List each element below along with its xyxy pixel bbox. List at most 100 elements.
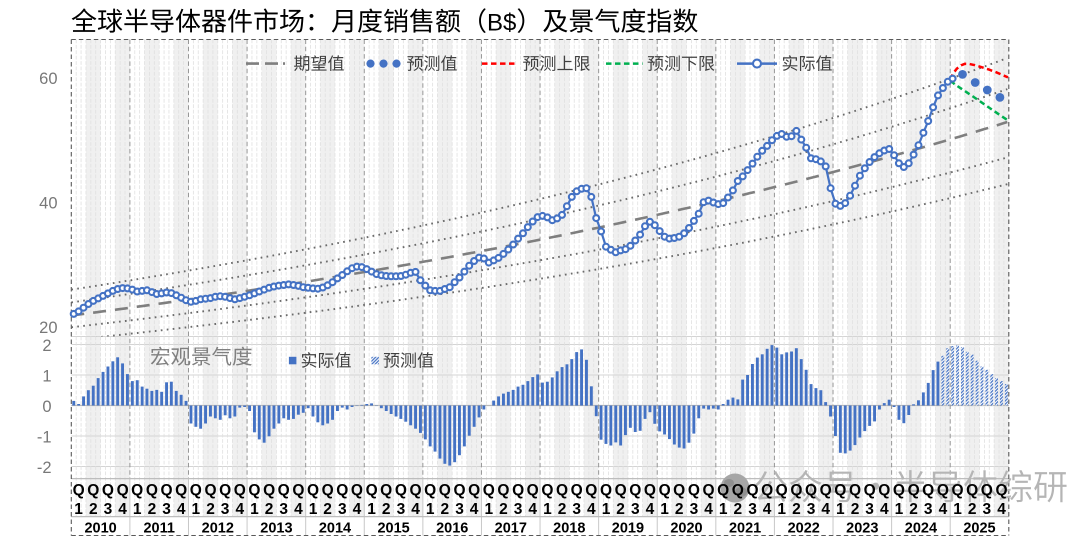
svg-text:Q: Q: [366, 482, 378, 499]
svg-text:Q: Q: [659, 482, 671, 499]
svg-text:Q: Q: [409, 482, 421, 499]
svg-text:2: 2: [851, 501, 860, 518]
svg-text:2: 2: [148, 501, 157, 518]
svg-text:Q: Q: [541, 482, 553, 499]
svg-text:Q: Q: [761, 482, 773, 499]
svg-text:Q: Q: [908, 482, 920, 499]
svg-text:1: 1: [309, 501, 318, 518]
svg-text:20: 20: [39, 319, 57, 337]
svg-text:Q: Q: [483, 482, 495, 499]
svg-text:2014: 2014: [319, 521, 351, 537]
svg-text:1: 1: [367, 501, 376, 518]
svg-text:3: 3: [631, 501, 640, 518]
svg-text:3: 3: [397, 501, 406, 518]
svg-text:Q: Q: [322, 482, 334, 499]
svg-text:1: 1: [42, 368, 51, 386]
svg-text:3: 3: [455, 501, 464, 518]
svg-text:Q: Q: [439, 482, 451, 499]
svg-text:4: 4: [294, 501, 303, 518]
svg-text:Q: Q: [702, 482, 714, 499]
svg-text:Q: Q: [380, 482, 392, 499]
svg-text:Q: Q: [556, 482, 568, 499]
svg-text:3: 3: [982, 501, 991, 518]
svg-text:Q: Q: [776, 482, 788, 499]
svg-text:Q: Q: [981, 482, 993, 499]
svg-text:Q: Q: [878, 482, 890, 499]
svg-text:60: 60: [39, 70, 57, 88]
svg-text:1: 1: [836, 501, 845, 518]
svg-text:4: 4: [997, 501, 1006, 518]
svg-text:Q: Q: [351, 482, 363, 499]
svg-text:2: 2: [616, 501, 625, 518]
svg-text:Q: Q: [292, 482, 304, 499]
svg-text:Q: Q: [131, 482, 143, 499]
svg-text:Q: Q: [922, 482, 934, 499]
svg-text:2019: 2019: [612, 521, 644, 537]
svg-text:Q: Q: [336, 482, 348, 499]
svg-text:Q: Q: [600, 482, 612, 499]
svg-text:1: 1: [426, 501, 435, 518]
svg-text:3: 3: [279, 501, 288, 518]
svg-text:Q: Q: [937, 482, 949, 499]
svg-text:2: 2: [265, 501, 274, 518]
svg-text:2020: 2020: [670, 521, 702, 537]
svg-text:2022: 2022: [788, 521, 820, 537]
svg-text:-2: -2: [37, 459, 52, 477]
svg-text:2013: 2013: [260, 521, 292, 537]
svg-text:Q: Q: [585, 482, 597, 499]
svg-text:Q: Q: [175, 482, 187, 499]
svg-text:3: 3: [572, 501, 581, 518]
svg-text:2016: 2016: [436, 521, 468, 537]
svg-text:3: 3: [865, 501, 874, 518]
svg-text:4: 4: [880, 501, 889, 518]
svg-text:2: 2: [792, 501, 801, 518]
svg-text:1: 1: [543, 501, 552, 518]
svg-text:2: 2: [968, 501, 977, 518]
svg-text:3: 3: [924, 501, 933, 518]
svg-text:2: 2: [323, 501, 332, 518]
svg-text:Q: Q: [73, 482, 85, 499]
svg-text:2010: 2010: [84, 521, 116, 537]
svg-text:1: 1: [602, 501, 611, 518]
svg-text:2012: 2012: [202, 521, 234, 537]
svg-text:Q: Q: [834, 482, 846, 499]
svg-text:Q: Q: [248, 482, 260, 499]
svg-text:4: 4: [646, 501, 655, 518]
svg-text:Q: Q: [790, 482, 802, 499]
svg-text:2011: 2011: [143, 521, 174, 537]
svg-text:Q: Q: [497, 482, 509, 499]
svg-text:3: 3: [338, 501, 347, 518]
svg-text:Q: Q: [512, 482, 524, 499]
svg-text:Q: Q: [820, 482, 832, 499]
svg-text:1: 1: [719, 501, 728, 518]
svg-text:1: 1: [484, 501, 493, 518]
svg-text:4: 4: [528, 501, 537, 518]
svg-text:Q: Q: [468, 482, 480, 499]
svg-text:2: 2: [733, 501, 742, 518]
svg-text:3: 3: [690, 501, 699, 518]
svg-text:2: 2: [382, 501, 391, 518]
svg-text:2024: 2024: [905, 521, 937, 537]
svg-text:4: 4: [353, 501, 362, 518]
svg-text:Q: Q: [146, 482, 158, 499]
svg-text:Q: Q: [219, 482, 231, 499]
svg-text:2015: 2015: [377, 521, 409, 537]
svg-text:Q: Q: [849, 482, 861, 499]
svg-text:2: 2: [206, 501, 215, 518]
svg-text:Q: Q: [732, 482, 744, 499]
svg-text:Q: Q: [629, 482, 641, 499]
svg-text:Q: Q: [673, 482, 685, 499]
svg-text:2: 2: [42, 337, 51, 355]
svg-text:Q: Q: [204, 482, 216, 499]
svg-text:Q: Q: [805, 482, 817, 499]
svg-text:Q: Q: [395, 482, 407, 499]
svg-text:2: 2: [909, 501, 918, 518]
svg-text:2025: 2025: [963, 521, 995, 537]
svg-text:Q: Q: [966, 482, 978, 499]
svg-text:2018: 2018: [553, 521, 585, 537]
svg-text:Q: Q: [746, 482, 758, 499]
svg-text:Q: Q: [102, 482, 114, 499]
svg-text:4: 4: [821, 501, 830, 518]
svg-text:2023: 2023: [846, 521, 878, 537]
svg-text:3: 3: [162, 501, 171, 518]
